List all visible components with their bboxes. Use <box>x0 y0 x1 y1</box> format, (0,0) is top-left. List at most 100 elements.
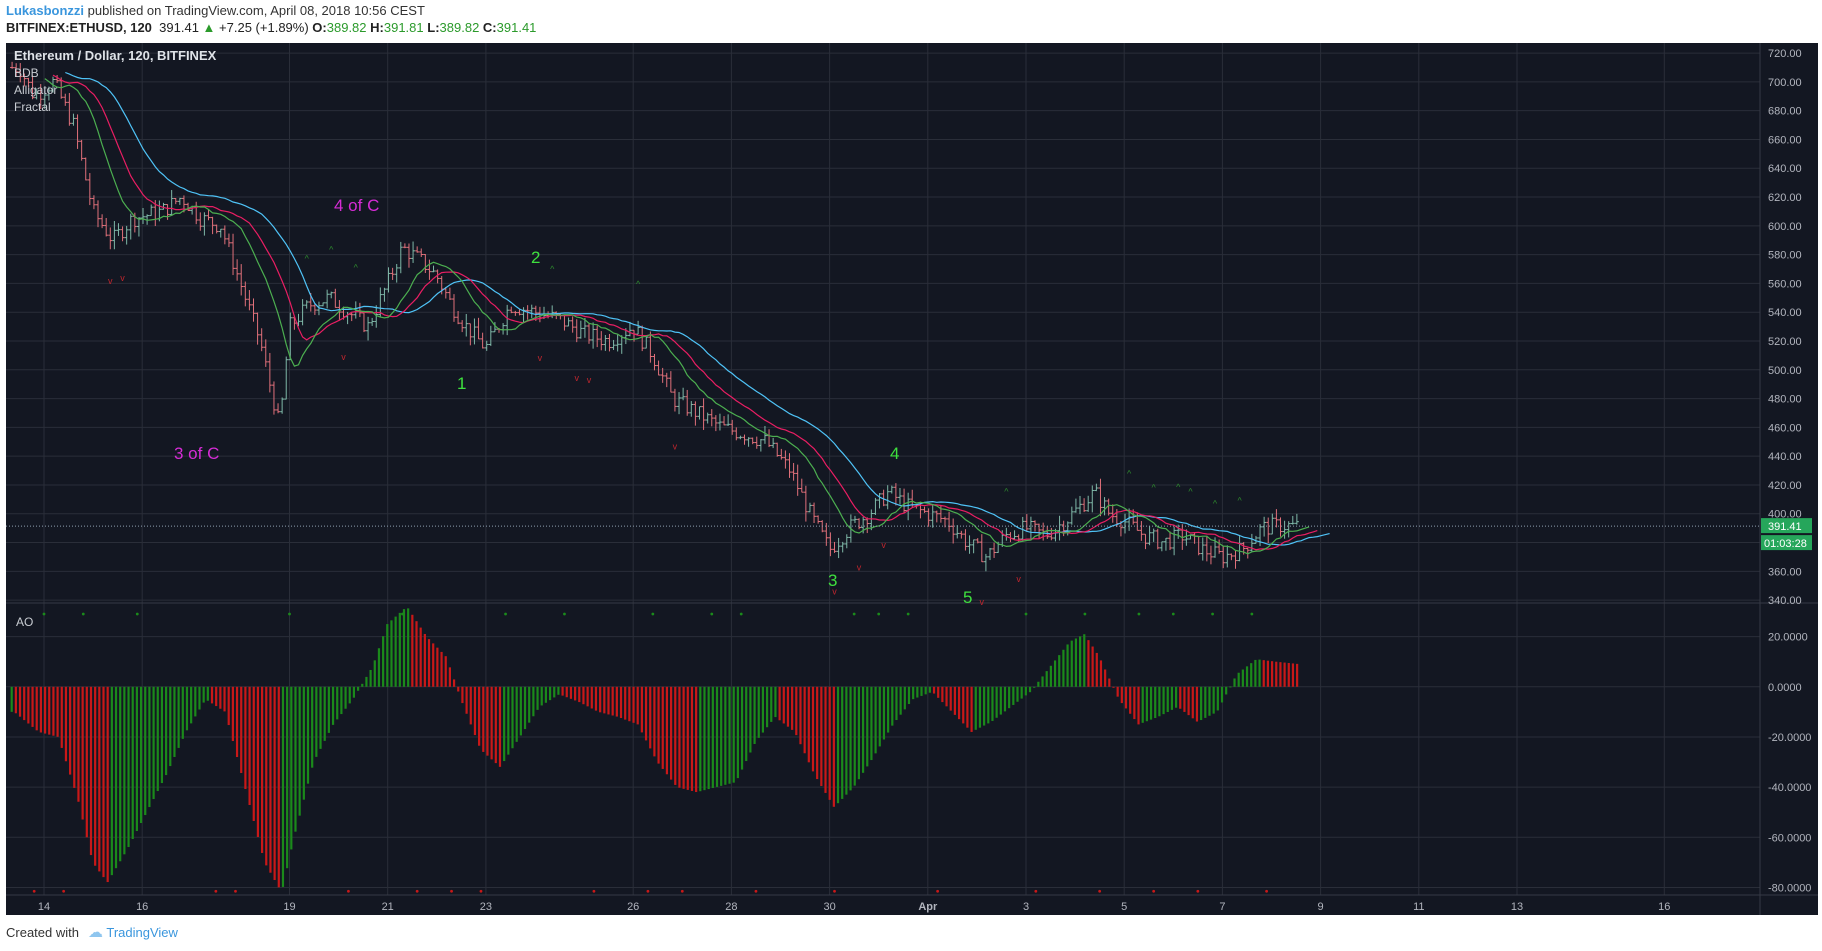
header: Lukasbonzzi published on TradingView.com… <box>0 0 1822 42</box>
ao-bar <box>202 686 205 703</box>
ao-bar <box>686 686 689 790</box>
ao-bar <box>874 686 877 754</box>
ao-bar <box>85 686 88 838</box>
ao-bar <box>690 686 694 791</box>
ao-bar <box>427 639 431 687</box>
ao-dot-top <box>401 612 404 616</box>
ao-bar <box>937 686 940 698</box>
ao-bar <box>352 686 356 698</box>
ao-histogram <box>10 608 1299 888</box>
indicator-bdb[interactable]: BDB <box>14 66 39 80</box>
ao-bar <box>1016 686 1019 702</box>
ao-bar <box>828 686 831 800</box>
ao-bar <box>715 686 719 787</box>
ao-bar <box>336 686 339 720</box>
ao-bar <box>436 647 439 687</box>
time-tick-label: 13 <box>1511 901 1523 913</box>
ao-bar <box>565 686 568 698</box>
ao-bar <box>611 686 614 716</box>
ao-bar <box>523 686 527 730</box>
ao-bar <box>740 686 744 770</box>
close-label: C: <box>482 20 497 35</box>
chart-svg[interactable]: 720.00 700.00 680.00 660.00 640.00 620.00 600.… <box>6 43 1818 915</box>
ao-bar <box>924 686 927 695</box>
ao-dot-bottom <box>754 889 758 893</box>
ao-bar <box>594 686 598 711</box>
ao-bar <box>423 633 426 687</box>
ao-bar <box>235 686 239 758</box>
ao-bar <box>27 686 30 724</box>
ao-bar <box>574 686 577 701</box>
ao-bar <box>10 686 13 712</box>
ao-bar <box>899 686 902 715</box>
fractal-down-marker: v <box>587 375 592 385</box>
ao-bar <box>1087 640 1090 687</box>
ao-dot-bottom <box>62 889 66 893</box>
ao-bar <box>1154 686 1157 719</box>
ao-bar <box>619 686 623 719</box>
fractal-up-marker: ^ <box>1127 469 1132 479</box>
ao-bar <box>770 686 773 722</box>
ao-bar <box>807 686 810 763</box>
ao-axis[interactable]: 20.0000 0.0000 -20.0000 -40.0000 -60.0000 -80… <box>1768 632 1811 895</box>
ao-bar <box>753 686 756 744</box>
publish-line: Lukasbonzzi published on TradingView.com… <box>6 3 425 18</box>
ao-bar <box>215 686 218 707</box>
ao-bar <box>841 686 844 799</box>
ao-bar <box>411 614 414 687</box>
ao-bar <box>607 686 610 715</box>
open-label: O: <box>312 20 327 35</box>
up-triangle-icon: ▲ <box>202 20 216 35</box>
price-tick-label: 440.00 <box>1768 451 1802 463</box>
tradingview-link[interactable]: ☁ TradingView <box>88 923 178 941</box>
ao-bar <box>586 686 589 707</box>
ao-dot-bottom <box>1034 889 1038 893</box>
price-bars <box>10 61 1299 572</box>
ao-bar <box>173 686 176 757</box>
chart-frame[interactable]: 720.00 700.00 680.00 660.00 640.00 620.00 600.… <box>6 43 1818 915</box>
ao-bar <box>119 686 122 862</box>
ao-bar <box>1095 652 1098 687</box>
ao-bar <box>824 686 827 793</box>
indicator-alligator[interactable]: Alligator <box>14 83 57 97</box>
ao-bar <box>732 686 735 783</box>
ao-bar <box>695 686 698 793</box>
ao-bar <box>440 651 443 687</box>
time-axis[interactable]: 14 16 19 21 23 26 28 30 Apr 3 5 7 9 11 13 16 <box>38 901 1671 913</box>
indicator-fractal[interactable]: Fractal <box>14 100 51 114</box>
ao-bar <box>344 686 347 709</box>
time-tick-label: 16 <box>1658 901 1670 913</box>
ao-bar <box>795 686 798 736</box>
ao-bar <box>845 686 848 795</box>
ao-bar <box>106 686 109 883</box>
ao-bar <box>131 686 134 840</box>
time-tick-label: 19 <box>283 901 295 913</box>
ao-bar <box>43 686 47 734</box>
ao-bar <box>1291 663 1295 687</box>
ao-dot-top <box>1250 612 1254 616</box>
price-tick-label: 600.00 <box>1768 221 1802 233</box>
ao-bar <box>582 686 585 705</box>
ao-bar <box>432 643 435 687</box>
ao-bar <box>887 686 890 733</box>
author-link[interactable]: Lukasbonzzi <box>6 3 85 18</box>
alligator-lips-line <box>44 78 1310 555</box>
ao-bar <box>219 686 222 709</box>
price-tick-label: 420.00 <box>1768 480 1802 492</box>
ao-bar <box>1233 678 1236 687</box>
ao-bar <box>970 686 973 732</box>
ao-bar <box>974 686 977 730</box>
ao-bar <box>1225 686 1228 695</box>
high-label: H: <box>370 20 384 35</box>
ao-bar <box>1195 686 1199 722</box>
time-tick-label: 11 <box>1413 901 1424 913</box>
ao-bar <box>181 686 184 739</box>
ao-bar <box>765 686 769 728</box>
created-with-text: Created with <box>6 925 79 940</box>
price-tick-label: 480.00 <box>1768 394 1802 406</box>
ao-bar <box>465 686 468 714</box>
ao-bar <box>907 686 911 705</box>
ao-indicator-label[interactable]: AO <box>16 615 33 629</box>
ao-bar <box>169 686 172 767</box>
price-tick-label: 660.00 <box>1768 134 1802 146</box>
